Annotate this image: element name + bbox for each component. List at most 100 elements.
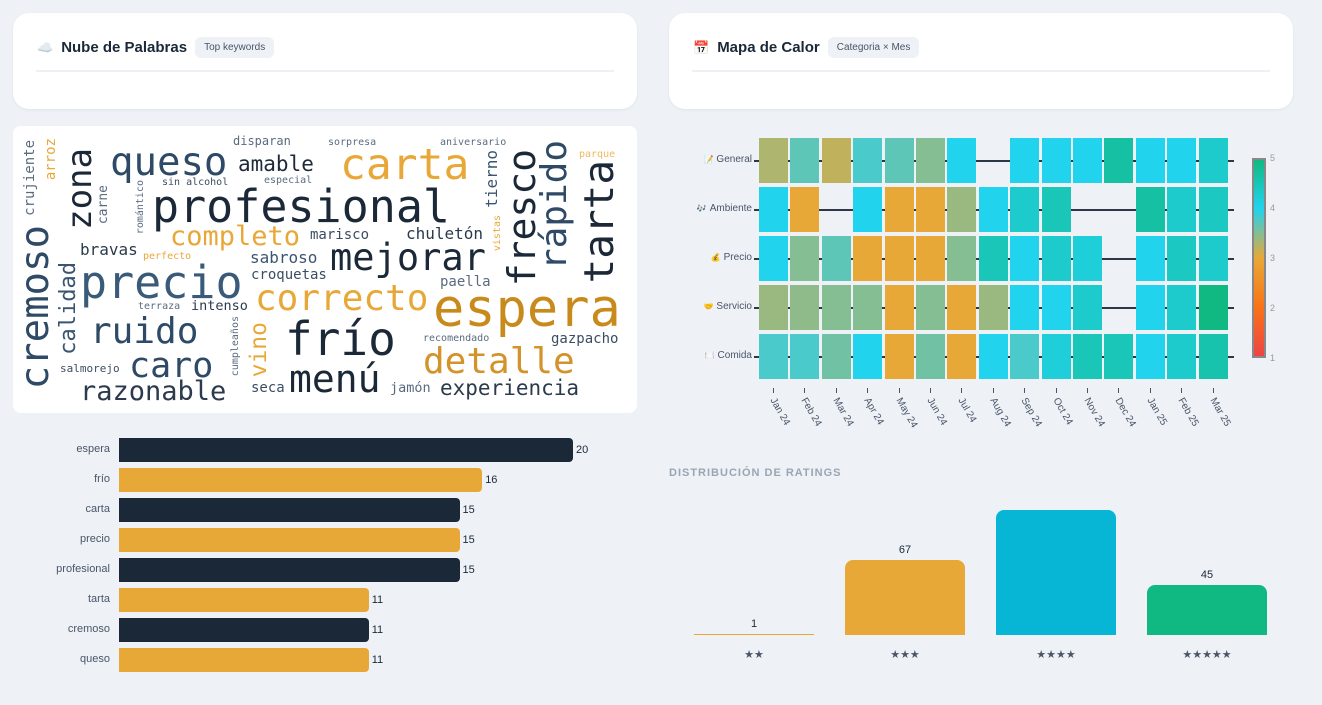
heatmap-cell (884, 236, 914, 281)
heatmap-cell (978, 285, 1008, 330)
bar-label: profesional (56, 563, 110, 575)
heatmap-chart: 📝 General 🎶 Ambiente 💰 Precio 🤝 Servicio 🍽️ Comid… (670, 130, 1300, 430)
colorbar-tick: 3 (1270, 253, 1276, 263)
category-icon: 🎶 (696, 204, 707, 213)
x-tick (835, 388, 837, 393)
x-tick (804, 388, 806, 393)
word-cloud-word: menú (289, 356, 381, 401)
rating-category-label: ★★★ (890, 649, 920, 661)
wordcloud-header-card: ☁️ Nube de Palabras Top keywords (13, 13, 637, 109)
word-cloud-word: seca (251, 379, 285, 396)
heatmap-cell (884, 285, 914, 330)
x-tick (1149, 388, 1151, 393)
heatmap-cell (821, 138, 851, 183)
word-cloud-word: mejorar (330, 235, 486, 279)
heatmap-cell (1041, 236, 1071, 281)
word-cloud-word: bravas (80, 240, 138, 259)
word-cloud-word: jamón (390, 380, 431, 396)
x-tick-label: Mar 25 (1207, 396, 1233, 429)
heatmap-cell (853, 138, 883, 183)
heatmap-cell (1041, 285, 1071, 330)
category-icon: 🤝 (703, 302, 714, 311)
word-cloud-word: carne (96, 185, 111, 225)
heatmap-cell (1073, 285, 1102, 330)
heatmap-cell (1198, 236, 1228, 281)
heatmap-header-card: 📅 Mapa de Calor Categoria × Mes (669, 13, 1293, 109)
bar-value-label: 11 (371, 594, 384, 606)
category-icon: 💰 (710, 253, 721, 262)
cloud-icon: ☁️ (37, 39, 54, 55)
heatmap-cell (790, 236, 820, 281)
heatmap-cell (1198, 187, 1228, 232)
heatmap-cell (853, 285, 883, 330)
word-cloud-word: rápido (534, 140, 575, 271)
heatmap-cell (759, 236, 788, 281)
word-cloud-word: cumpleaños (230, 316, 241, 377)
word-cloud-word: recomendado (423, 332, 490, 344)
heatmap-cell (821, 236, 851, 281)
heatmap-cell (947, 334, 977, 379)
x-tick (867, 388, 869, 393)
rating-category-label: ★★★★ (1036, 649, 1076, 661)
x-tick (992, 388, 994, 393)
x-tick-label: Dec 24 (1112, 396, 1139, 429)
bar (119, 498, 460, 522)
heatmap-cell (759, 187, 788, 232)
word-cloud-word: parque (579, 148, 616, 160)
heatmap-cell (790, 138, 820, 183)
x-tick (1118, 388, 1120, 393)
category-icon: 🍽️ (704, 351, 715, 360)
bar-value-label: 15 (462, 504, 475, 516)
heatmap-cell (1073, 138, 1102, 183)
x-tick-label: Mar 24 (830, 396, 856, 429)
x-tick-label: May 24 (893, 396, 919, 430)
wordcloud-title: Nube de Palabras (61, 39, 188, 56)
heatmap-cell (1010, 285, 1040, 330)
rating-value-label: 1 (750, 617, 758, 630)
heatmap-cell (1167, 285, 1197, 330)
word-cloud-word: razonable (80, 376, 227, 407)
heatmap-cell (947, 138, 977, 183)
row-label: 🤝 Servicio (703, 301, 752, 312)
word-cloud-word: especial (264, 174, 313, 186)
heatmap-cell (916, 138, 945, 183)
heatmap-cell (947, 187, 977, 232)
rating-value-label: 45 (1200, 568, 1214, 581)
word-cloud-word: calidad (56, 262, 81, 355)
x-tick (1212, 388, 1214, 393)
calendar-icon: 📅 (693, 39, 710, 55)
x-tick (898, 388, 900, 393)
row-label: 🍽️ Comida (705, 350, 752, 361)
word-cloud-word: marisco (310, 226, 370, 243)
x-tick-label: Jul 24 (955, 396, 979, 425)
bar-value-label: 16 (485, 474, 498, 486)
heatmap-cell (1135, 138, 1165, 183)
heatmap-cell (1041, 138, 1071, 183)
heatmap-cell (1104, 334, 1134, 379)
rating-bar (694, 633, 814, 635)
heatmap-cell (821, 285, 851, 330)
word-cloud-word: fresco (500, 149, 544, 287)
bar-value-label: 15 (462, 564, 475, 576)
heatmap-cell (1073, 334, 1102, 379)
word-cloud-word: correcto (255, 278, 429, 319)
word-cloud-word: vino (246, 322, 272, 378)
colorbar (1252, 158, 1266, 358)
heatmap-cell (853, 187, 883, 232)
heatmap-cell (1198, 334, 1228, 379)
x-tick (961, 388, 963, 393)
heatmap-cell (790, 187, 820, 232)
word-cloud-word: croquetas (251, 266, 327, 283)
word-cloud-word: chuletón (406, 224, 484, 243)
word-cloud-word: amable (238, 152, 314, 176)
bar-value-label: 15 (462, 534, 475, 546)
heatmap-cell (1167, 236, 1197, 281)
heatmap-cell (1135, 285, 1165, 330)
word-cloud-word: tarta (575, 160, 623, 284)
word-cloud-word: sabroso (250, 248, 318, 267)
rating-category-label: ★★ (744, 649, 764, 661)
row-label-text: Servicio (716, 301, 752, 312)
heatmap-cell (1135, 236, 1165, 281)
heatmap-cell (978, 187, 1008, 232)
word-cloud-word: experiencia (440, 375, 580, 400)
